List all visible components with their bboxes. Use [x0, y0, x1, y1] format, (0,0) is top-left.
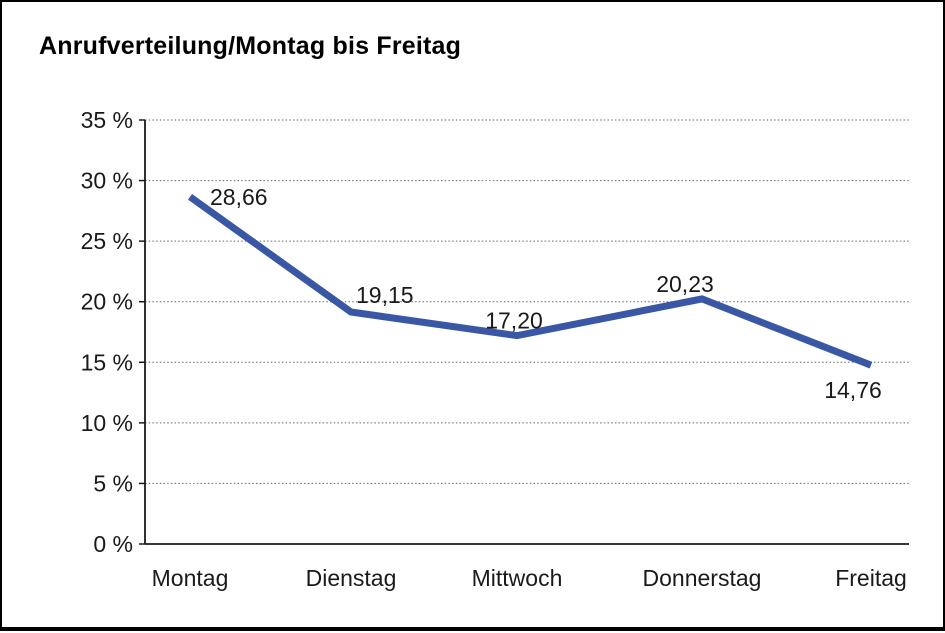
y-tick-label-0: 0 % [93, 531, 133, 557]
x-category-label-mittwoch: Mittwoch [472, 565, 563, 591]
chart-title: Anrufverteilung/Montag bis Freitag [39, 32, 462, 60]
x-category-label-donnerstag: Donnerstag [643, 565, 762, 591]
x-category-label-montag: Montag [152, 565, 229, 591]
y-tick-label-15: 15 % [81, 349, 133, 375]
data-point-label-montag: 28,66 [210, 184, 268, 210]
data-point-label-donnerstag: 20,23 [656, 271, 714, 297]
x-category-label-freitag: Freitag [835, 565, 907, 591]
y-tick-label-30: 30 % [81, 168, 133, 194]
y-tick-label-35: 35 % [81, 107, 133, 133]
y-tick-label-5: 5 % [93, 470, 133, 496]
y-tick-label-20: 20 % [81, 289, 133, 315]
y-tick-label-25: 25 % [81, 228, 133, 254]
x-category-label-dienstag: Dienstag [306, 565, 397, 591]
y-tick-label-10: 10 % [81, 410, 133, 436]
data-point-label-mittwoch: 17,20 [485, 308, 543, 334]
data-point-label-dienstag: 19,15 [356, 282, 414, 308]
data-line-anrufverteilung [187, 193, 873, 369]
data-point-label-freitag: 14,76 [824, 377, 882, 403]
